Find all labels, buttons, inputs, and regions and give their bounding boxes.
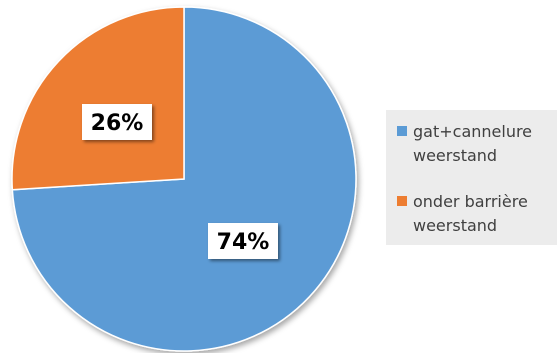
legend-label-line: onder barrière	[413, 192, 528, 211]
data-labels: 74% 26%	[82, 104, 278, 259]
legend-label-line: weerstand	[413, 146, 497, 165]
pie-slices	[11, 6, 357, 352]
data-label-text: 74%	[217, 230, 270, 255]
legend-label-line: gat+cannelure	[413, 122, 532, 141]
legend-label-line: weerstand	[413, 216, 497, 235]
legend-item-1: gat+cannelure weerstand	[397, 122, 532, 165]
data-label-box	[208, 223, 278, 259]
data-label-text: 26%	[91, 111, 144, 136]
legend-swatch	[397, 196, 407, 206]
legend-item-2: onder barrière weerstand	[397, 192, 528, 235]
legend: gat+cannelure weerstand onder barrière weer…	[386, 110, 557, 245]
legend-swatch	[397, 126, 407, 136]
pie-slice-2	[11, 6, 185, 191]
legend-background	[386, 110, 557, 245]
data-label-1: 74%	[208, 223, 278, 259]
data-label-2: 26%	[82, 104, 152, 140]
data-label-box	[82, 104, 152, 140]
